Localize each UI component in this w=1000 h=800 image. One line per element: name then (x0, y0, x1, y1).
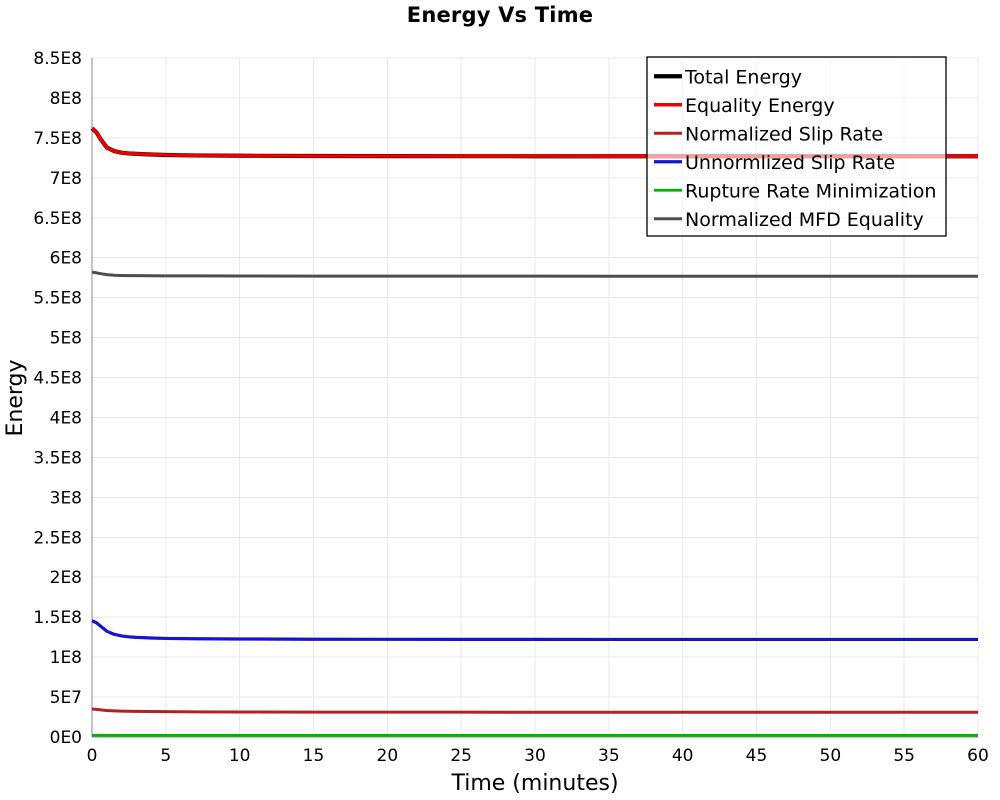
x-tick-label: 30 (524, 746, 546, 766)
y-tick-label: 5.5E8 (33, 289, 82, 309)
y-tick-label: 0E0 (50, 728, 82, 748)
legend-item-label[interactable]: Total Energy (684, 66, 802, 88)
x-axis-tick-labels: 0 5 10 15 20 25 30 35 40 45 50 55 60 (87, 746, 989, 766)
legend-item-label[interactable]: Equality Energy (685, 95, 835, 117)
series-line (91, 270, 979, 278)
chart-legend[interactable]: Total Energy Equality Energy Normalized Sl… (646, 56, 947, 237)
y-tick-label: 7.5E8 (33, 129, 82, 149)
y-tick-label: 2.5E8 (33, 528, 82, 548)
legend-item-label[interactable]: Rupture Rate Minimization (685, 180, 936, 202)
gridlines (92, 57, 979, 737)
y-axis-title: Energy (3, 359, 28, 436)
legend-box (646, 56, 947, 237)
y-tick-label: 8E8 (50, 89, 82, 109)
series-line (91, 619, 978, 642)
y-axis-tick-labels: 0E0 5E7 1E8 1.5E8 2E8 2.5E8 3E8 3.5E8 4E8 4.5E8 5E… (33, 49, 82, 748)
y-tick-label: 6E8 (50, 249, 82, 269)
y-tick-label: 5E8 (50, 329, 82, 349)
x-tick-label: 0 (87, 746, 98, 766)
axis-lines (91, 58, 978, 738)
x-tick-label: 45 (746, 746, 768, 766)
y-tick-label: 3.5E8 (33, 448, 82, 468)
x-tick-label: 25 (450, 746, 472, 766)
y-tick-label: 6.5E8 (33, 209, 82, 229)
x-tick-label: 50 (820, 746, 842, 766)
chart-title: Energy Vs Time (406, 3, 594, 27)
y-tick-label: 4E8 (50, 408, 82, 428)
x-axis-title: Time (minutes) (450, 771, 618, 796)
y-tick-label: 1E8 (50, 648, 82, 668)
x-tick-label: 15 (303, 746, 325, 766)
legend-item-label[interactable]: Normalized MFD Equality (685, 209, 924, 231)
x-tick-label: 10 (229, 746, 251, 766)
x-tick-label: 55 (893, 746, 915, 766)
y-tick-label: 3E8 (50, 488, 82, 508)
x-tick-label: 5 (160, 746, 171, 766)
y-tick-label: 1.5E8 (33, 608, 82, 628)
y-tick-label: 8.5E8 (33, 49, 82, 69)
legend-item-label[interactable]: Normalized Slip Rate (685, 123, 883, 145)
series-line (91, 707, 978, 714)
x-tick-label: 20 (377, 746, 399, 766)
y-tick-label: 4.5E8 (33, 369, 82, 389)
x-tick-label: 60 (967, 746, 989, 766)
x-tick-label: 40 (672, 746, 694, 766)
x-tick-label: 35 (598, 746, 620, 766)
y-tick-label: 5E7 (50, 688, 82, 708)
y-tick-label: 7E8 (50, 169, 82, 189)
y-tick-label: 2E8 (50, 568, 82, 588)
legend-item-label[interactable]: Unnormlized Slip Rate (685, 152, 895, 174)
